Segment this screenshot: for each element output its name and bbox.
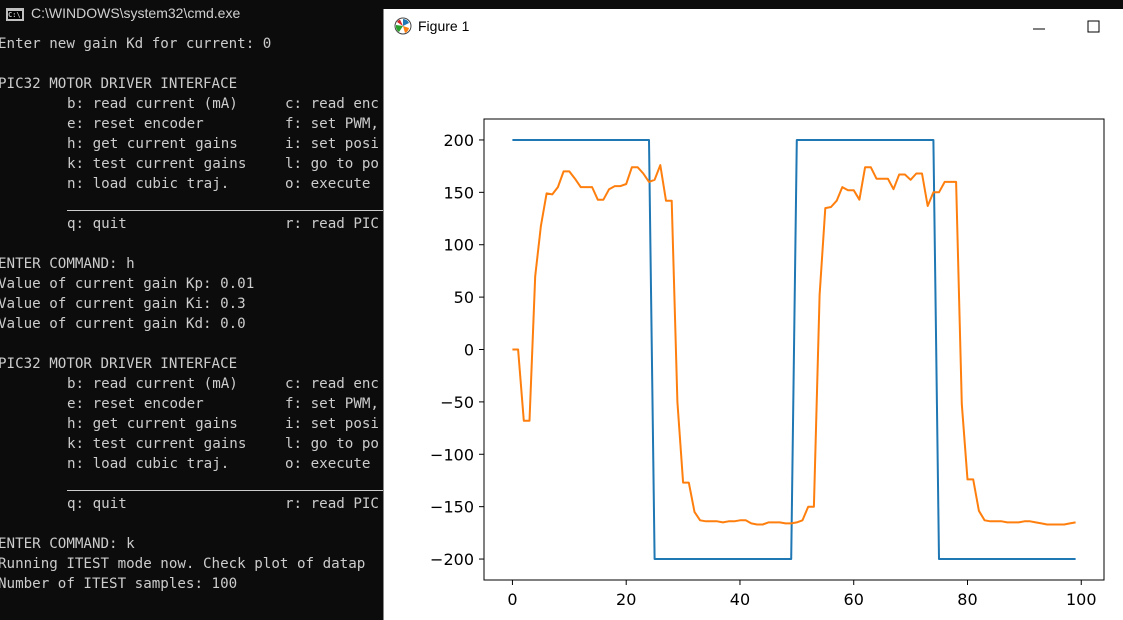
menu-option: l: go to po [285, 156, 379, 172]
console-line: Value of current gain Kp: 0.01 [0, 276, 255, 292]
console-line: Enter new gain Kd for current: 0 [0, 36, 272, 52]
console-line: Number of ITEST samples: 100 [0, 576, 238, 592]
menu-option: e: reset encoder [67, 396, 204, 412]
cmd-window-title: C:\WINDOWS\system32\cmd.exe [31, 5, 241, 21]
menu-option: i: set posi [285, 136, 379, 152]
y-tick-label: −150 [430, 498, 474, 517]
menu-option: c: read enc [285, 96, 379, 112]
y-tick-label: 100 [443, 236, 474, 255]
y-tick-label: −50 [440, 393, 474, 412]
menu-option: o: execute [285, 176, 371, 192]
menu-option: i: set posi [285, 416, 379, 432]
y-tick-label: 200 [443, 131, 474, 150]
menu-option: n: load cubic traj. [67, 456, 230, 472]
y-tick-label: 50 [454, 288, 474, 307]
menu-option: k: test current gains [67, 156, 247, 172]
plot-canvas[interactable]: 0 20 40 60 80 100 −200 −150 −100 −50 0 50 100 150 200 [384, 9, 1123, 620]
menu-option: h: get current gains [67, 416, 238, 432]
cmd-window[interactable]: C:\ C:\WINDOWS\system32\cmd.exe Enter ne… [0, 0, 384, 620]
x-tick-label: 20 [616, 590, 636, 609]
menu-option: r: read PIC [285, 496, 379, 512]
menu-separator [67, 210, 384, 211]
figure-window[interactable]: Figure 1 0 20 40 60 80 100 −200 −150 −100 −50 0 50… [383, 9, 1123, 620]
menu-option: l: go to po [285, 436, 379, 452]
plot-series-group [512, 139, 1076, 560]
menu-option: r: read PIC [285, 216, 379, 232]
series-line-1 [512, 139, 1076, 560]
menu-option: h: get current gains [67, 136, 238, 152]
y-tick-label: −100 [430, 445, 474, 464]
console-line: Running ITEST mode now. Check plot of da… [0, 556, 366, 572]
y-tick-label: 150 [443, 183, 474, 202]
figure-titlebar[interactable]: Figure 1 [384, 9, 1123, 45]
console-line: Value of current gain Kd: 0.0 [0, 316, 246, 332]
menu-option: f: set PWM, [285, 116, 379, 132]
menu-separator [67, 490, 384, 491]
x-tick-label: 60 [844, 590, 864, 609]
console-line: ENTER COMMAND: k [0, 536, 135, 552]
console-line: PIC32 MOTOR DRIVER INTERFACE [0, 356, 238, 372]
menu-option: c: read enc [285, 376, 379, 392]
y-axis: −200 −150 −100 −50 0 50 100 150 200 [430, 131, 484, 569]
menu-option: q: quit [67, 216, 127, 232]
cmd-app-icon: C:\ [6, 8, 24, 21]
menu-option: q: quit [67, 496, 127, 512]
y-tick-label: 0 [464, 341, 474, 360]
matplotlib-icon [394, 17, 412, 35]
maximize-button[interactable] [1076, 13, 1112, 41]
menu-option: b: read current (mA) [67, 376, 238, 392]
console-line: Value of current gain Ki: 0.3 [0, 296, 246, 312]
console-line: ENTER COMMAND: h [0, 256, 135, 272]
menu-option: f: set PWM, [285, 396, 379, 412]
cmd-icon-glyph: C:\ [8, 11, 22, 19]
x-tick-label: 100 [1066, 590, 1097, 609]
minimize-button[interactable] [1020, 13, 1056, 41]
figure-title: Figure 1 [418, 18, 470, 34]
menu-option: o: execute [285, 456, 371, 472]
menu-option: b: read current (mA) [67, 96, 238, 112]
x-tick-label: 0 [507, 590, 517, 609]
x-axis: 0 20 40 60 80 100 [507, 580, 1097, 609]
menu-option: e: reset encoder [67, 116, 204, 132]
y-tick-label: −200 [430, 550, 474, 569]
menu-option: n: load cubic traj. [67, 176, 230, 192]
menu-option: k: test current gains [67, 436, 247, 452]
x-tick-label: 80 [957, 590, 977, 609]
series-line-2 [512, 164, 1076, 526]
console-line: PIC32 MOTOR DRIVER INTERFACE [0, 76, 238, 92]
x-tick-label: 40 [730, 590, 750, 609]
cmd-titlebar[interactable]: C:\ C:\WINDOWS\system32\cmd.exe [0, 0, 384, 30]
